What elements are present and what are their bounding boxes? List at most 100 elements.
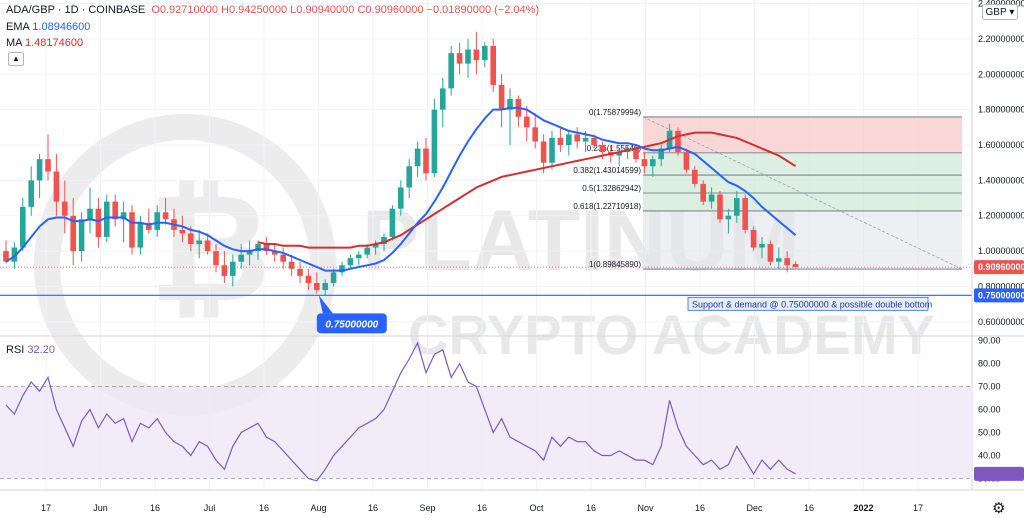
candle-body [675,130,681,153]
candle-body [406,166,412,188]
ema-label: EMA [6,21,30,33]
rsi-value: 32.20 [27,344,55,356]
fib-trend-line [642,116,963,270]
candle-body [112,201,118,220]
rsi-tick-label: 40.00 [978,451,1001,461]
time-tick-label: Oct [529,503,544,513]
candle-body [633,148,639,160]
rsi-tick-label: 90.00 [978,336,1001,346]
candle-body [658,148,664,160]
price-tick-label: 1.00000000 [978,246,1024,256]
candle-body [456,53,463,64]
price-tick-label: 0.80000000 [978,281,1024,291]
time-tick-label: 16 [804,503,814,513]
ma-indicator-legend[interactable]: MA 1.48174600 [6,37,83,49]
ema-value: 1.08946600 [32,21,91,33]
chevron-up-icon[interactable]: ▲ [8,52,24,66]
watermark-subtitle: CRYPTO ACADEMY [408,303,935,366]
price-tick-label: 1.20000000 [978,211,1024,221]
candle-body [507,99,513,110]
ma-value: 1.48174600 [24,37,84,49]
last-price-tag-label: 0.90960000 [978,262,1024,272]
fib-level-label: 0.5(1.32862942) [582,184,641,193]
candle-body [616,152,622,156]
candle-body [641,159,648,167]
candle-body [330,272,337,283]
candle-body [179,229,186,234]
ma-label: MA [6,37,22,49]
time-tick-label: 16 [150,503,160,513]
candle-body [540,141,547,163]
candle-body [448,53,454,89]
currency-button[interactable]: GBP ▾ [982,4,1018,20]
fib-level-label: 0.618(1.22710918) [573,202,641,211]
rsi-tick-label: 70.00 [978,382,1001,392]
candle-body [557,137,564,146]
candle-body [574,134,580,142]
candle-body [162,212,169,220]
price-tick-label: 2.00000000 [978,69,1024,79]
candle-body [297,268,303,276]
time-tick-label: 16 [368,503,378,513]
candle-body [750,229,757,248]
candle-body [20,206,26,248]
candle-body [204,240,211,252]
rsi-label: RSI [6,344,25,356]
candle-body [591,137,597,146]
ema-indicator-legend[interactable]: EMA 1.08946600 [6,21,90,33]
candle-body [78,219,85,252]
candle-body [45,159,51,172]
candle-body [549,137,555,163]
candle-body [431,109,438,174]
candle-body [87,208,93,220]
symbol-header[interactable]: ADA/GBP · 1D · COINBASE O0.92710000 H0.9… [6,4,540,16]
candle-body [280,254,286,262]
fib-level-label: 1(0.89845890) [589,260,641,269]
fib-zone-upper [643,116,962,153]
candle-body [263,244,270,252]
last-price-tag [974,260,1024,275]
candle-body [213,251,219,266]
exchange-label: COINBASE [88,4,146,16]
candle-body [776,258,782,262]
candle-body [532,127,538,142]
candle-body [238,254,244,262]
candle-body [372,244,379,248]
candle-body [3,251,9,262]
fib-level-label: 0.236(1.55546) [587,144,642,153]
candle-body [305,275,312,283]
price-tick-label: 1.60000000 [978,140,1024,150]
gear-icon[interactable]: ⚙ [992,500,1006,517]
candle-body [95,208,102,237]
price-tick-label: 1.40000000 [978,175,1024,185]
candle-body [154,212,160,230]
support-price-tag [974,288,1024,303]
ma-line [257,131,797,249]
candle-body [708,194,715,202]
candle-body [62,201,68,216]
candle-body [381,236,387,245]
support-price-tag-label: 0.75000000 [978,290,1024,300]
support-note-text: Support & demand @ 0.75000000 & possible… [692,299,932,309]
candle-body [482,45,488,61]
candle-body [70,215,76,252]
candle-body [196,240,202,245]
candle-body [255,244,261,252]
candle-body [599,145,606,153]
time-tick-label: 16 [586,503,596,513]
candle-body [423,148,429,174]
candle-body [498,84,505,110]
rsi-legend[interactable]: RSI 32.20 [6,344,55,356]
candle-body [742,198,748,230]
time-tick-label: Aug [310,503,326,513]
fib-level-label: 0(1.75879994) [589,108,641,117]
candle-body [11,247,18,262]
candle-body [272,251,278,255]
symbol-name: ADA/GBP [6,4,55,16]
time-tick-label: Nov [637,503,654,513]
price-tick-label: 2.20000000 [978,34,1024,44]
candle-body [398,187,404,209]
candle-body [734,198,740,216]
price-tick-label: 1.80000000 [978,105,1024,115]
